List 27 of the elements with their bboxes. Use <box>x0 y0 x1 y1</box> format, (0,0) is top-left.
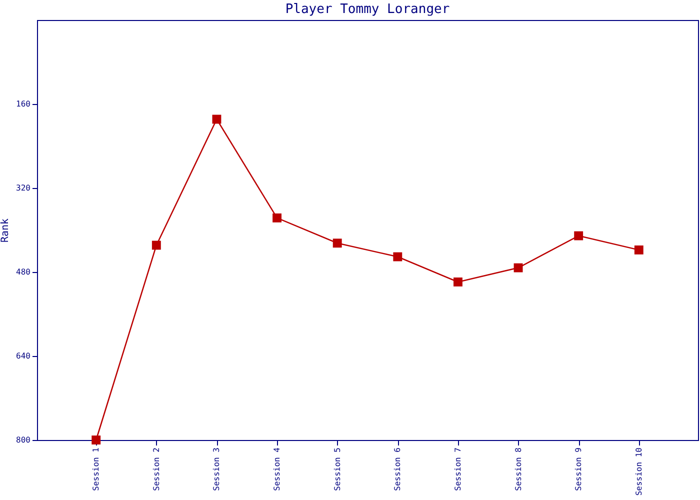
point <box>634 245 644 254</box>
point <box>453 278 462 286</box>
chart-title: Player Tommy Loranger <box>285 2 450 17</box>
x-tick-label: Session 10 <box>634 447 644 496</box>
y-tick-label: 800 <box>16 436 31 444</box>
point <box>332 238 342 248</box>
x-tick-label: Session 3 <box>212 447 222 491</box>
point <box>152 240 161 250</box>
x-tick-label: Session 8 <box>514 447 523 491</box>
x-tick-label: Session 6 <box>393 447 402 491</box>
y-tick-label: 480 <box>16 268 31 276</box>
x-tick-label: Session 4 <box>272 447 282 491</box>
y-axis-title: Rank <box>0 218 12 243</box>
x-tick-label: Session 9 <box>574 447 584 491</box>
point <box>272 213 282 222</box>
y-tick-label: 640 <box>16 352 31 360</box>
y-tick-label: 320 <box>16 184 31 192</box>
point <box>92 436 101 444</box>
point <box>574 231 584 240</box>
point <box>514 263 523 272</box>
x-tick-label: Session 7 <box>453 447 462 491</box>
x-tick-label: Session 1 <box>92 447 101 491</box>
x-tick-label: Session 2 <box>152 447 161 491</box>
x-tick-label: Session 5 <box>332 447 342 491</box>
y-tick-label: 160 <box>16 100 31 108</box>
point <box>212 114 222 124</box>
point <box>393 252 402 262</box>
